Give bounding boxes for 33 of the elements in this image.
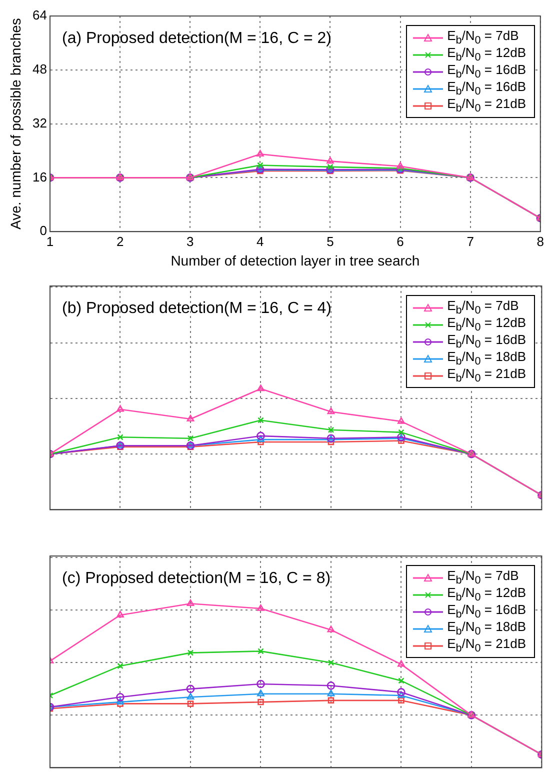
legend-label: E$_{b}$/N$_{0}$ = 16dB (447, 602, 526, 621)
legend-label: E$_{b}$/N$_{0}$ = 12dB (447, 315, 526, 334)
x-tick-label: 1 (46, 234, 54, 249)
x-tick-label: 2 (116, 234, 124, 249)
y-tick-label: 32 (32, 115, 47, 130)
y-axis-title: Ave. number of possible branches (7, 18, 24, 230)
legend-label: E$_{b}$/N$_{0}$ = 7dB (447, 298, 519, 317)
x-axis-title: Number of detection layer in tree search (170, 252, 420, 268)
legend-label: E$_{b}$/N$_{0}$ = 7dB (447, 28, 519, 47)
y-tick-label: 64 (32, 8, 47, 23)
x-tick-label: 3 (186, 234, 194, 249)
x-tick-label: 4 (256, 234, 264, 249)
x-tick-label: 8 (536, 234, 544, 249)
y-tick-label: 16 (32, 169, 47, 184)
y-tick-label: 0 (40, 223, 47, 238)
chart-title: (b) Proposed detection(M = 16, C = 4) (62, 300, 332, 318)
legend-label: E$_{b}$/N$_{0}$ = 16dB (447, 62, 526, 81)
legend-label: E$_{b}$/N$_{0}$ = 12dB (447, 585, 526, 604)
chart-title: (c) Proposed detection(M = 16, C = 8) (62, 570, 331, 588)
x-tick-label: 5 (326, 234, 334, 249)
legend-label: E$_{b}$/N$_{0}$ = 21dB (447, 636, 526, 655)
legend-label: E$_{b}$/N$_{0}$ = 18dB (447, 619, 526, 638)
x-tick-label: 7 (466, 234, 474, 249)
legend-label: E$_{b}$/N$_{0}$ = 7dB (447, 568, 519, 587)
legend-label: E$_{b}$/N$_{0}$ = 12dB (447, 45, 526, 64)
legend-label: E$_{b}$/N$_{0}$ = 21dB (447, 96, 526, 115)
legend-label: E$_{b}$/N$_{0}$ = 16dB (447, 79, 526, 98)
x-tick-label: 6 (396, 234, 404, 249)
legend-label: E$_{b}$/N$_{0}$ = 18dB (447, 349, 526, 368)
legend-label: E$_{b}$/N$_{0}$ = 16dB (447, 332, 526, 351)
legend-label: E$_{b}$/N$_{0}$ = 21dB (447, 366, 526, 385)
y-tick-label: 48 (32, 61, 47, 76)
text: (a) Proposed detection(M = 16, C = 2) (62, 30, 332, 48)
